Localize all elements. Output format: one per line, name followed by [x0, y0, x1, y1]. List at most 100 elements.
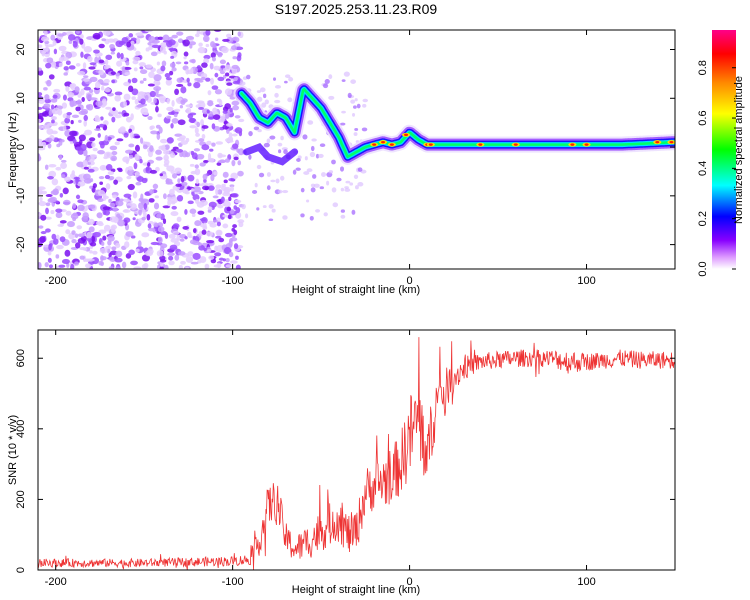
heatmap-cell	[183, 56, 187, 60]
heatmap-cell	[74, 261, 80, 266]
spectrogram-heatmap	[38, 30, 675, 269]
heatmap-cell	[199, 199, 208, 207]
heatmap-cell	[38, 189, 43, 196]
heatmap-cell	[170, 169, 175, 174]
heatmap-cell	[196, 100, 205, 104]
heatmap-cell	[149, 169, 157, 174]
heatmap-cell	[229, 96, 236, 100]
heatmap-cell	[225, 264, 232, 268]
heatmap-cell	[69, 83, 75, 89]
heatmap-cell	[266, 138, 271, 144]
heatmap-cell	[130, 260, 138, 266]
heatmap-cell	[65, 229, 71, 235]
heatmap-cell	[232, 143, 239, 150]
heatmap-cell	[44, 40, 50, 45]
heatmap-cell	[208, 201, 217, 208]
heatmap-cell	[141, 232, 150, 238]
heatmap-cell	[303, 171, 310, 175]
heatmap-cell	[58, 62, 63, 68]
heatmap-cell	[44, 262, 49, 268]
heatmap-cell	[168, 47, 177, 51]
heatmap-cell	[220, 196, 225, 203]
heatmap-cell	[170, 211, 179, 217]
heatmap-cell	[111, 246, 117, 251]
heatmap-cell	[66, 111, 72, 116]
heatmap-cell	[215, 141, 224, 145]
heatmap-cell	[214, 37, 219, 41]
spectrogram-x-axis-title: Height of straight line (km)	[292, 284, 420, 296]
heatmap-cell	[165, 79, 173, 86]
heatmap-cell	[91, 142, 96, 148]
heatmap-cell	[222, 38, 230, 42]
heatmap-cell	[187, 113, 194, 119]
heatmap-cell	[136, 104, 144, 108]
heatmap-cell	[77, 71, 86, 76]
heatmap-cell	[121, 36, 129, 44]
heatmap-cell	[87, 168, 95, 173]
heatmap-cell	[288, 77, 294, 82]
heatmap-cell	[184, 208, 188, 215]
heatmap-cell	[86, 105, 90, 110]
heatmap-cell	[123, 66, 132, 70]
heatmap-cell	[210, 52, 216, 59]
heatmap-cell	[135, 32, 144, 37]
heatmap-cell	[237, 148, 245, 156]
heatmap-cell	[127, 166, 133, 171]
heatmap-cell	[60, 56, 69, 62]
heatmap-cell	[192, 228, 197, 234]
heatmap-cell	[146, 213, 151, 221]
heatmap-cell	[60, 162, 67, 170]
heatmap-cell	[128, 85, 134, 93]
heatmap-cell	[168, 39, 176, 46]
heatmap-cell	[331, 187, 337, 193]
heatmap-cell	[223, 179, 228, 184]
heatmap-cell	[195, 132, 200, 137]
heatmap-hotspot-core	[404, 133, 409, 137]
heatmap-cell	[79, 255, 85, 260]
heatmap-cell	[72, 138, 77, 144]
heatmap-cell	[207, 220, 214, 225]
heatmap-cell	[201, 133, 206, 140]
heatmap-cell	[166, 98, 170, 104]
heatmap-cell	[110, 51, 116, 55]
heatmap-cell	[150, 125, 155, 130]
heatmap-cell	[163, 159, 170, 165]
heatmap-cell	[354, 128, 359, 131]
heatmap-cell	[131, 96, 136, 100]
heatmap-cell	[228, 132, 233, 139]
figure-title: S197.2025.253.11.23.R09	[275, 1, 438, 17]
heatmap-cell	[207, 206, 213, 210]
heatmap-cell	[228, 240, 233, 247]
heatmap-cell	[233, 243, 239, 250]
heatmap-cell	[179, 104, 184, 109]
heatmap-cell	[92, 32, 101, 40]
heatmap-cell	[87, 55, 93, 63]
heatmap-cell	[161, 60, 167, 67]
heatmap-cell	[140, 98, 146, 105]
heatmap-cell	[39, 196, 43, 202]
heatmap-cell	[84, 129, 93, 136]
heatmap-cell	[203, 222, 207, 229]
heatmap-cell	[48, 243, 52, 251]
heatmap-cell	[319, 186, 325, 190]
heatmap-cell	[75, 177, 79, 185]
heatmap-cell	[83, 173, 91, 181]
heatmap-cell	[127, 168, 135, 177]
heatmap-cell	[96, 221, 100, 225]
x-tick-label: 0	[407, 576, 413, 588]
heatmap-cell	[87, 161, 91, 165]
heatmap-cell	[162, 205, 171, 209]
heatmap-cell	[89, 178, 94, 183]
heatmap-cell	[172, 223, 180, 229]
heatmap-cell	[147, 116, 153, 121]
heatmap-cell	[100, 85, 105, 91]
heatmap-cell	[177, 38, 184, 44]
heatmap-cell	[237, 160, 242, 166]
heatmap-cell	[159, 173, 164, 177]
heatmap-cell	[88, 66, 96, 70]
heatmap-secondary-branch	[243, 142, 299, 166]
heatmap-cell	[105, 164, 113, 171]
heatmap-cell	[38, 97, 46, 105]
heatmap-cell	[149, 145, 154, 152]
heatmap-cell	[179, 238, 185, 242]
